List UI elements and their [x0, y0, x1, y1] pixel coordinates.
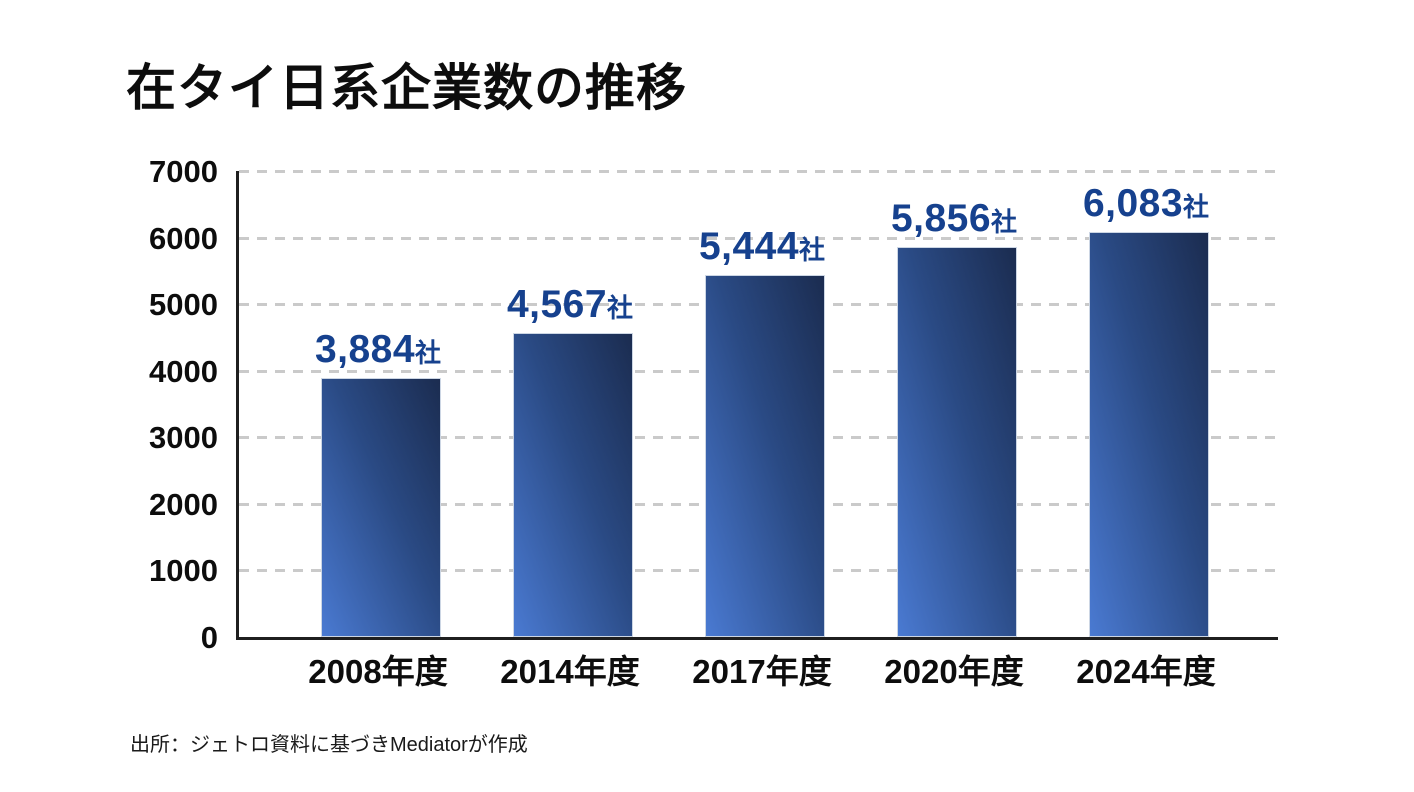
x-tick-label-2014年度: 2014年度	[500, 653, 640, 690]
bar-value-label-2008年度: 3,884社	[315, 330, 441, 369]
y-tick-label-3000: 3000	[149, 420, 218, 456]
y-tick-label-2000: 2000	[149, 486, 218, 522]
bar-value: 5,444	[698, 224, 800, 268]
bar-value-label-2024年度: 6,083社	[1083, 184, 1209, 223]
bar-value-unit: 社	[607, 292, 634, 323]
y-tick-label-0: 0	[200, 620, 218, 655]
bar-2017年度	[705, 274, 825, 637]
y-tick-label-5000: 5000	[149, 287, 218, 323]
bar-2020年度	[897, 247, 1017, 637]
bar-value: 4,567	[506, 282, 608, 326]
x-tick-label-2008年度: 2008年度	[308, 653, 448, 690]
x-tick-label-2017年度: 2017年度	[692, 653, 832, 690]
bar-value: 6,083	[1082, 182, 1184, 226]
bar-value-unit: 社	[415, 338, 442, 369]
bar-value-label-2014年度: 4,567社	[507, 285, 633, 324]
bar-value-label-2017年度: 5,444社	[699, 227, 825, 266]
y-tick-label-6000: 6000	[149, 220, 218, 256]
source-note: 出所：ジェトロ資料に基づきMediatorが作成	[130, 734, 528, 756]
bar-value-label-2020年度: 5,856社	[891, 199, 1017, 238]
bar-2008年度	[321, 378, 441, 637]
x-tick-label-2024年度: 2024年度	[1076, 653, 1216, 690]
bar-value: 5,856	[890, 197, 992, 241]
bar-2014年度	[513, 332, 633, 637]
bar-2024年度	[1089, 232, 1209, 637]
bar-value: 3,884	[314, 328, 416, 372]
y-tick-label-7000: 7000	[149, 154, 218, 189]
bar-value-unit: 社	[991, 207, 1018, 238]
y-tick-label-4000: 4000	[149, 353, 218, 389]
bar-value-unit: 社	[799, 234, 826, 265]
bar-value-unit: 社	[1183, 192, 1210, 223]
chart-title: 在タイ日系企業数の推移	[126, 60, 687, 116]
gridline-7000	[239, 170, 1278, 173]
y-tick-label-1000: 1000	[149, 553, 218, 589]
x-tick-label-2020年度: 2020年度	[884, 653, 1024, 690]
